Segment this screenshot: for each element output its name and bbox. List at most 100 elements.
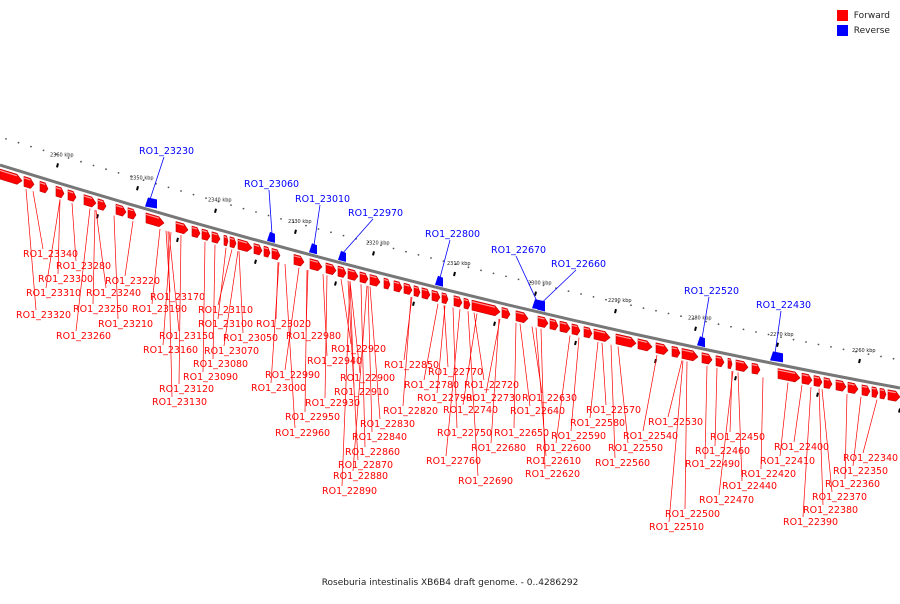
scale-tick — [136, 186, 139, 191]
forward-gene-label: RO1_22590 — [551, 431, 606, 442]
scale-dot — [367, 241, 370, 244]
forward-gene-arrow — [413, 285, 421, 298]
forward-gene-label: RO1_22730 — [466, 393, 521, 404]
scale-tick — [574, 340, 577, 346]
reverse-leader-line — [268, 189, 273, 234]
forward-gene-highlight — [359, 272, 366, 276]
scale-labels: 2360 kbp 2350 kbp 2340 kbp 2330 kbp 2320 kbp… — [50, 152, 876, 354]
forward-gene-label: RO1_22500 — [665, 509, 720, 520]
scale-dot — [742, 328, 745, 331]
forward-gene-arrow — [145, 212, 165, 228]
forward-gene-label: RO1_22640 — [510, 406, 565, 417]
scale-label: 2320 kbp — [366, 240, 390, 246]
forward-gene-arrow — [583, 326, 593, 339]
scale-dot — [492, 272, 495, 275]
scale-dot — [642, 307, 645, 309]
forward-gene-arrow — [615, 333, 637, 348]
forward-gene-highlight — [471, 301, 496, 308]
forward-leader-line — [369, 286, 381, 420]
scale-dot — [755, 331, 757, 333]
forward-gene-label: RO1_23250 — [73, 304, 128, 315]
reverse-leader-line — [439, 239, 451, 278]
forward-gene-label: RO1_22350 — [833, 466, 888, 477]
forward-gene-arrows — [0, 168, 900, 402]
forward-gene-arrow — [735, 359, 749, 372]
forward-gene-label: RO1_23260 — [56, 331, 111, 342]
forward-gene-label: RO1_22860 — [345, 447, 400, 458]
forward-gene-label: RO1_22940 — [307, 356, 362, 367]
forward-gene-highlight — [453, 296, 460, 300]
forward-gene-arrow — [777, 368, 801, 383]
forward-leader-line — [570, 337, 580, 432]
genome-caption: Roseburia intestinalis XB6B4 draft genom… — [321, 578, 579, 588]
forward-leader-line — [642, 354, 658, 432]
scale-label: 2310 kbp — [447, 261, 471, 267]
forward-legend-label: Forward — [853, 10, 890, 21]
forward-gene-highlight — [413, 286, 419, 289]
forward-gene-arrow — [97, 198, 107, 211]
forward-gene-label: RO1_22930 — [305, 398, 360, 409]
scale-dot — [80, 160, 82, 163]
scale-tick — [534, 291, 537, 296]
forward-leader-line — [519, 323, 531, 407]
reverse-gene-label: RO1_22660 — [551, 259, 606, 270]
forward-gene-label: RO1_23100 — [198, 319, 253, 330]
forward-gene-highlight — [393, 281, 400, 285]
forward-gene-arrow — [501, 307, 511, 320]
forward-gene-arrow — [593, 328, 611, 342]
scale-dot — [730, 325, 732, 328]
forward-gene-highlight — [777, 369, 796, 374]
forward-gene-arrow — [229, 236, 237, 249]
forward-leader-line — [57, 199, 61, 275]
label-leader-lines — [25, 156, 878, 523]
forward-gene-label: RO1_23070 — [204, 346, 259, 357]
scale-label: 2270 kbp — [770, 332, 794, 338]
scale-dot — [392, 247, 395, 250]
forward-gene-label: RO1_23150 — [159, 331, 214, 342]
forward-gene-label: RO1_22360 — [825, 479, 880, 490]
forward-gene-label: RO1_22870 — [338, 460, 393, 471]
forward-gene-highlight — [237, 240, 248, 244]
forward-gene-arrow — [359, 271, 369, 284]
forward-gene-arrow — [55, 185, 65, 199]
scale-tick — [694, 326, 697, 331]
forward-gene-label: RO1_23170 — [150, 292, 205, 303]
forward-gene-highlight — [655, 343, 664, 347]
forward-leader-line — [513, 322, 517, 429]
forward-gene-label: RO1_23120 — [159, 384, 214, 395]
forward-gene-highlight — [701, 353, 709, 357]
forward-gene-label: RO1_22410 — [760, 456, 815, 467]
scale-dot — [892, 357, 895, 360]
scale-dot — [42, 149, 45, 152]
forward-gene-arrow — [471, 299, 501, 317]
forward-gene-arrow — [421, 287, 431, 300]
forward-leader-line — [462, 313, 478, 406]
forward-gene-arrow — [23, 175, 35, 189]
scale-dot — [192, 193, 195, 196]
forward-gene-label: RO1_22880 — [333, 471, 388, 482]
forward-gene-arrow — [453, 295, 463, 308]
forward-gene-arrow — [223, 234, 229, 247]
forward-gene-label: RO1_22960 — [275, 428, 330, 439]
forward-gene-label: RO1_22720 — [464, 380, 519, 391]
forward-leader-line — [71, 202, 77, 262]
scale-tick — [734, 375, 737, 381]
forward-gene-label: RO1_22830 — [360, 419, 415, 430]
reverse-leader-line — [149, 156, 165, 200]
forward-gene-label: RO1_22740 — [443, 405, 498, 416]
forward-gene-highlight — [223, 236, 227, 238]
forward-gene-arrow — [191, 225, 201, 238]
legend-reverse: Reverse — [836, 23, 890, 38]
scale-dot — [842, 348, 845, 351]
scale-dot — [417, 254, 420, 256]
reverse-gene-label: RO1_22670 — [491, 245, 546, 256]
scale-dot — [30, 145, 32, 148]
scale-dot — [55, 153, 57, 156]
forward-gene-highlight — [23, 177, 31, 181]
scale-tick — [614, 308, 617, 314]
scale-dot — [405, 250, 407, 253]
scale-dot — [817, 343, 820, 346]
forward-leader-line — [445, 309, 461, 457]
